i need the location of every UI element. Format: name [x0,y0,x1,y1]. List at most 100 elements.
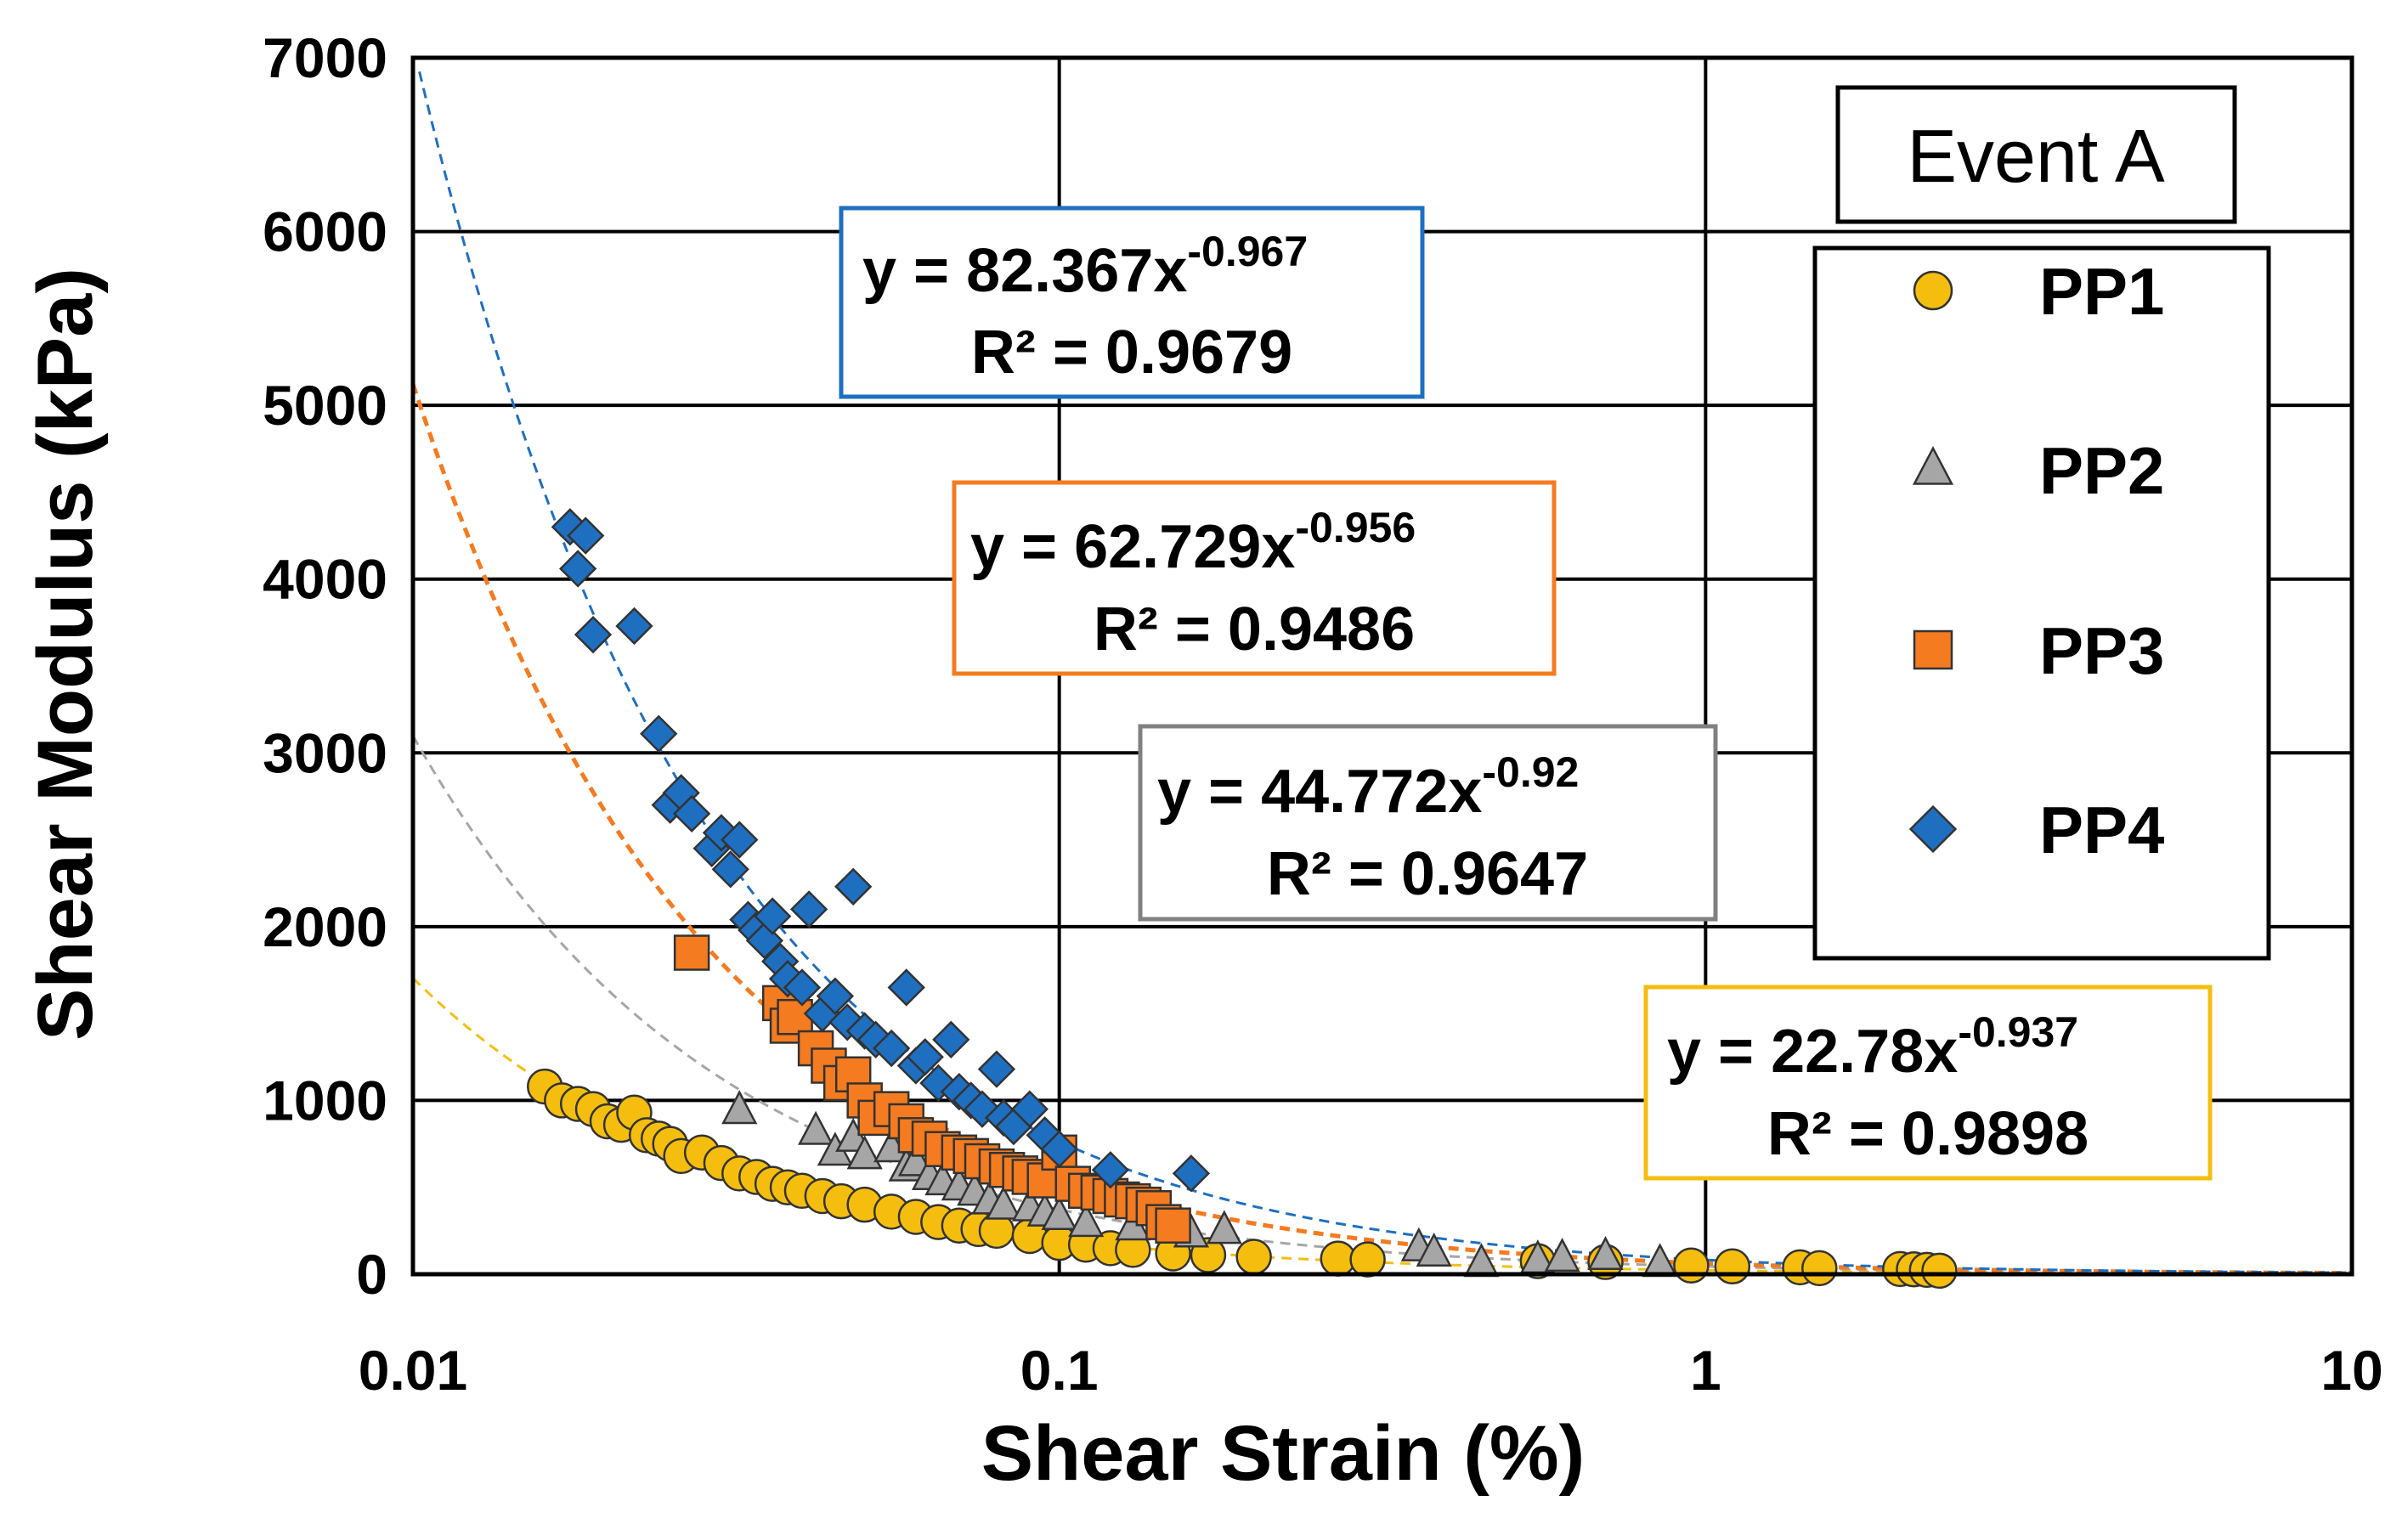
point-pp4 [753,897,792,935]
equation-box-pp1: y = 22.78x-0.937 R² = 0.9898 [1643,985,2213,1181]
equation-frame-pp4 [839,206,1425,399]
r2-pp1: R² = 0.9898 [1767,1100,2089,1168]
trendline-pp3 [410,383,2353,1276]
point-pp1 [1673,1247,1710,1284]
point-pp3 [1155,1207,1191,1244]
equation-pp1: y = 22.78x-0.937 [1667,1008,2078,1086]
point-pp4 [745,922,784,960]
point-pp2 [1206,1210,1242,1244]
point-pp4 [574,616,613,654]
point-pp2 [1587,1236,1624,1271]
r2-pp3: R² = 0.9486 [1094,595,1415,663]
point-pp4 [977,1050,1016,1088]
point-pp4 [567,516,605,555]
x-tick-labels: 0.01 0.1 1 10 [359,1339,2383,1402]
y-tick-label: 3000 [263,721,387,784]
y-tick-labels: 0 1000 2000 3000 4000 5000 6000 7000 [263,26,387,1306]
r2-pp4: R² = 0.9679 [971,319,1292,387]
point-pp1 [1714,1248,1751,1285]
equation-box-pp2: y = 44.772x-0.92 R² = 0.9647 [1138,724,1718,922]
equation-frame-pp1 [1643,985,2213,1181]
point-pp3 [777,998,813,1036]
point-pp1 [1235,1239,1272,1275]
x-tick-label: 0.01 [359,1339,467,1402]
legend-marker-pp4 [1908,804,1958,854]
equation-prefix-pp3: y = 62.729x [970,513,1295,581]
legend-marker-pp2 [1912,446,1954,485]
point-pp2 [986,1185,1022,1220]
y-tick-label: 5000 [263,374,387,437]
point-pp2 [798,1110,834,1145]
legend-marker-pp1 [1913,270,1953,311]
equation-pp2: y = 44.772x-0.92 [1157,748,1579,826]
legend-box [1812,245,2271,961]
y-tick-label: 7000 [263,26,387,89]
r2-pp2: R² = 0.9647 [1267,840,1588,908]
point-pp2 [1068,1203,1105,1238]
point-pp4 [783,968,822,1007]
point-pp4 [1091,1151,1130,1189]
point-pp4 [711,850,749,889]
point-pp2 [1544,1238,1580,1273]
y-tick-label: 1000 [263,1069,387,1131]
equation-prefix-pp4: y = 82.367x [862,237,1187,305]
equation-pp3: y = 62.729x-0.956 [970,504,1416,581]
equation-exponent-pp1: -0.937 [1958,1008,2078,1056]
data-points [527,508,1958,1290]
point-pp4 [672,794,711,833]
x-tick-label: 10 [2320,1339,2383,1402]
point-pp2 [1416,1232,1452,1267]
point-pp4 [932,1020,970,1058]
point-pp4 [1040,1130,1078,1168]
equation-exponent-pp4: -0.967 [1187,228,1308,275]
point-pp4 [963,1090,1002,1128]
point-pp2 [1041,1195,1077,1230]
point-pp2 [721,1090,758,1125]
point-pp4 [640,714,678,753]
point-pp4 [816,977,855,1015]
equation-box-pp3: y = 62.729x-0.956 R² = 0.9486 [952,480,1557,676]
legend-label-pp1: PP1 [2039,254,2164,329]
legend-label-pp3: PP3 [2039,613,2164,688]
y-tick-label: 6000 [263,200,387,263]
point-pp4 [615,607,653,646]
point-pp4 [828,1003,867,1041]
point-pp2 [846,1135,883,1170]
equation-prefix-pp2: y = 44.772x [1157,758,1482,826]
point-pp4 [559,550,597,588]
point-pp4 [721,821,759,859]
plot-frame [410,55,2354,1277]
y-tick-label: 2000 [263,895,387,958]
event-title-box [1835,85,2237,224]
legend-label-pp2: PP2 [2039,433,2164,508]
legend: PP1 PP2 PP3 PP4 [1812,245,2271,961]
point-pp1 [1801,1250,1838,1287]
equation-box-pp4: y = 82.367x-0.967 R² = 0.9679 [839,206,1425,399]
point-pp4 [873,1029,911,1068]
y-tick-label: 0 [356,1243,387,1306]
point-pp4 [1010,1090,1049,1128]
event-title: Event A [1907,114,2165,198]
point-pp4 [789,890,828,928]
equation-frame-pp2 [1138,724,1718,922]
point-pp4 [906,1038,944,1076]
equation-exponent-pp3: -0.956 [1295,504,1416,551]
equation-prefix-pp1: y = 22.78x [1667,1018,1958,1086]
equation-frame-pp3 [952,480,1557,676]
point-pp4 [887,968,925,1007]
point-pp4 [834,867,873,906]
x-axis-title: Shear Strain (%) [981,1410,1586,1497]
point-pp1 [1921,1252,1958,1290]
trendline-pp4 [418,71,2353,1274]
legend-label-pp4: PP4 [2039,793,2164,867]
point-pp1 [1349,1241,1386,1278]
equation-pp4: y = 82.367x-0.967 [862,228,1308,305]
point-pp3 [673,934,710,971]
point-pp4 [1172,1154,1211,1193]
y-tick-label: 4000 [263,548,387,611]
x-tick-label: 0.1 [1020,1339,1099,1402]
equation-exponent-pp2: -0.92 [1482,748,1579,796]
legend-marker-pp3 [1913,629,1953,670]
x-tick-label: 1 [1690,1339,1721,1402]
